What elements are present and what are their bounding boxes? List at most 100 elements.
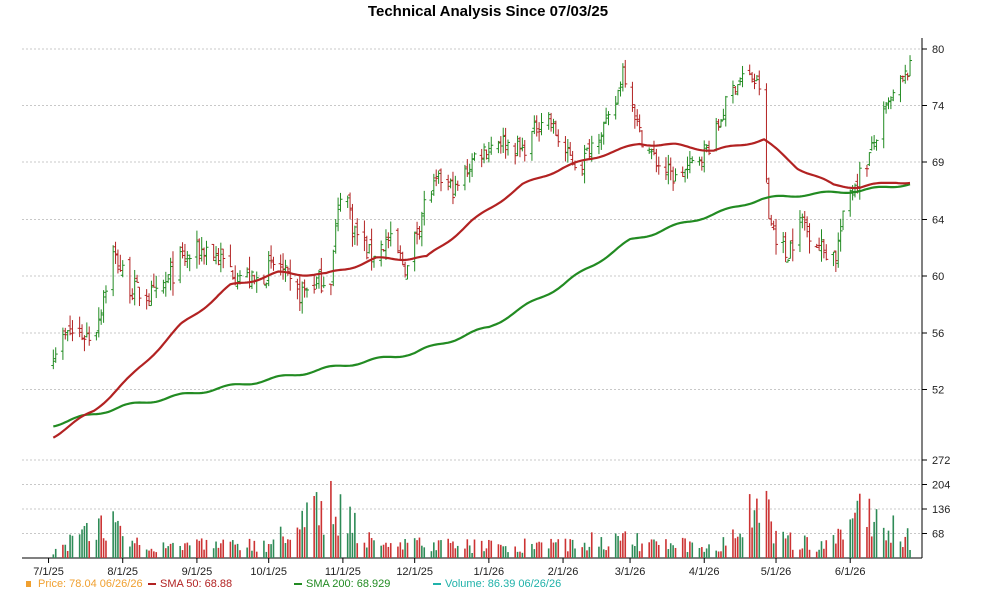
volume-bar	[741, 537, 744, 558]
volume-bar	[468, 545, 471, 558]
volume-bar	[825, 540, 828, 558]
volume-bar	[349, 506, 351, 558]
legend-label-sma200: SMA 200: 68.929	[306, 578, 390, 590]
volume-bar	[54, 548, 57, 558]
volume-bar	[669, 543, 672, 558]
volume-bar	[854, 512, 856, 558]
volume-bar	[423, 547, 426, 558]
volume-bar	[557, 539, 560, 558]
volume-bar	[483, 551, 485, 558]
legend-label-price: Price: 78.04 06/26/26	[38, 578, 143, 590]
volume-bar	[581, 547, 583, 558]
volume-bar	[571, 539, 574, 558]
volume-bar	[265, 551, 268, 558]
volume-bar	[404, 539, 406, 558]
volume-bar	[145, 549, 148, 558]
volume-bar	[875, 509, 878, 558]
volume-bar	[619, 540, 622, 558]
price-tick-label: 74	[932, 101, 944, 113]
volume-bar	[904, 536, 907, 558]
volume-bar	[552, 542, 555, 558]
volume-bar	[598, 546, 600, 558]
volume-bar	[272, 539, 275, 558]
volume-bar	[306, 502, 308, 558]
volume-bar	[52, 554, 55, 558]
volume-tick-label: 136	[932, 504, 950, 516]
legend: Price: 78.04 06/26/26 SMA 50: 68.88 SMA 20…	[26, 578, 561, 590]
volume-bar	[569, 539, 572, 558]
volume-bar	[121, 536, 124, 558]
volume-bar	[234, 544, 236, 558]
volume-bar	[464, 548, 466, 558]
volume-bar	[784, 538, 787, 558]
volume-bar	[105, 540, 107, 558]
volume-bar	[303, 527, 306, 558]
volume-tick-label: 204	[932, 480, 950, 492]
volume-bar	[851, 518, 854, 558]
volume-bar	[902, 547, 904, 558]
volume-bar	[665, 539, 667, 558]
x-tick-label: 12/1/25	[396, 566, 433, 578]
price-tick-label: 56	[932, 328, 944, 340]
volume-bar	[590, 532, 593, 558]
volume-bar	[722, 537, 725, 558]
volume-bar	[806, 537, 808, 558]
volume-bar	[97, 518, 100, 558]
volume-bar	[332, 524, 335, 558]
volume-bar	[887, 530, 890, 558]
volume-bar	[607, 546, 610, 558]
volume-bar	[366, 547, 368, 558]
volume-bar	[602, 549, 605, 558]
volume-bar	[200, 538, 203, 558]
volume-bar	[299, 529, 301, 558]
volume-bar	[672, 545, 674, 558]
volume-bar	[337, 535, 339, 558]
volume-bar	[253, 540, 256, 558]
volume-bar	[715, 550, 717, 558]
volume-bar	[373, 540, 375, 558]
volume-bar	[540, 542, 543, 558]
volume-bar	[600, 537, 603, 558]
volume-bar	[555, 542, 557, 558]
x-tick-label: 3/1/26	[615, 566, 646, 578]
moving-averages	[52, 138, 911, 439]
volume-bar	[437, 540, 440, 558]
volume-bar	[739, 533, 741, 558]
volume-tick-label: 68	[932, 529, 944, 541]
volume-bar	[516, 551, 519, 558]
volume-bar	[772, 543, 775, 558]
volume-bar	[674, 547, 677, 558]
volume-bar	[657, 544, 660, 558]
volume-bar	[239, 550, 241, 558]
volume-bar	[162, 542, 165, 558]
volume-bar	[703, 551, 706, 558]
volume-bar	[705, 548, 708, 558]
volume-bar	[382, 544, 385, 558]
volume-bar	[564, 538, 567, 558]
volume-bar	[246, 547, 248, 558]
volume-bar	[440, 540, 442, 558]
volume-bar	[521, 552, 524, 558]
volume-bar	[842, 539, 844, 558]
volume-bar	[222, 539, 225, 558]
volume-bar	[81, 529, 83, 558]
volume-bar	[370, 538, 373, 558]
volume-bar	[380, 545, 382, 558]
volume-bar	[454, 548, 457, 558]
volume-bar	[433, 542, 435, 558]
volume-bar	[818, 549, 820, 558]
volume-bar	[547, 548, 550, 558]
volume-bar	[605, 550, 607, 558]
volume-bar	[138, 544, 141, 558]
volume-bar	[870, 536, 873, 558]
volume-bar	[770, 521, 773, 558]
volume-bar	[502, 546, 505, 558]
volume-bar	[95, 539, 98, 558]
volume-bar	[614, 533, 617, 558]
volume-bar	[641, 543, 643, 558]
volume-bar	[650, 539, 653, 558]
volume-bar	[756, 498, 758, 558]
legend-label-sma50: SMA 50: 68.88	[160, 578, 232, 590]
volume-bar	[287, 539, 289, 558]
